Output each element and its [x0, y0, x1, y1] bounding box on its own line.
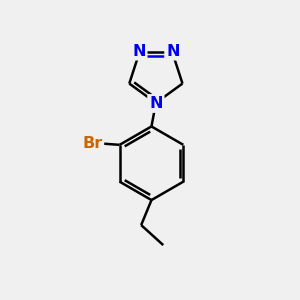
Text: N: N: [166, 44, 180, 59]
Text: N: N: [149, 96, 163, 111]
Text: N: N: [132, 44, 146, 59]
Text: Br: Br: [82, 136, 102, 151]
